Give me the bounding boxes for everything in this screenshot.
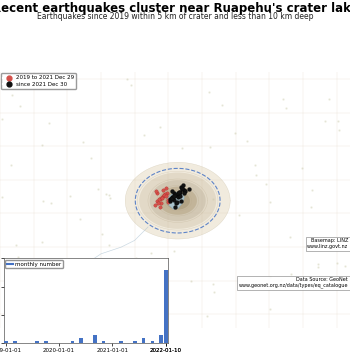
Point <box>177 193 182 199</box>
Polygon shape <box>159 187 197 215</box>
Point <box>179 186 184 192</box>
Point <box>164 190 170 195</box>
Bar <box>35 341 39 343</box>
Point <box>180 185 185 191</box>
Point <box>181 187 187 193</box>
Point <box>166 197 171 203</box>
Point <box>182 188 188 193</box>
Legend: 2019 to 2021 Dec 29, since 2021 Dec 30: 2019 to 2021 Dec 29, since 2021 Dec 30 <box>1 73 76 89</box>
Point <box>175 190 181 195</box>
Bar <box>102 341 105 343</box>
Point <box>174 199 180 205</box>
Point <box>178 184 184 189</box>
Point <box>168 196 174 202</box>
Bar <box>93 335 97 343</box>
Legend: monthly number: monthly number <box>5 260 63 268</box>
Point <box>186 187 192 192</box>
Point <box>177 189 183 195</box>
Text: Data Source: GeoNet
www.geonet.org.nz/data/types/eq_catalogue: Data Source: GeoNet www.geonet.org.nz/da… <box>239 277 348 288</box>
Point <box>172 193 178 198</box>
Point <box>159 195 164 201</box>
Point <box>163 185 169 191</box>
Point <box>176 191 182 197</box>
Bar <box>79 338 83 343</box>
Polygon shape <box>139 172 216 229</box>
Point <box>153 202 158 208</box>
Point <box>176 189 182 195</box>
Point <box>171 190 176 195</box>
Text: Recent earthquakes cluster near Ruapehu's crater lake: Recent earthquakes cluster near Ruapehu'… <box>0 2 350 15</box>
Point <box>167 199 173 204</box>
Bar <box>44 341 48 343</box>
Point <box>163 193 168 199</box>
Point <box>158 204 163 210</box>
Polygon shape <box>125 162 230 239</box>
Point <box>180 182 186 188</box>
Point <box>161 193 166 198</box>
Polygon shape <box>150 180 206 221</box>
Bar <box>133 341 136 343</box>
Point <box>178 198 184 204</box>
Point <box>157 196 162 202</box>
Bar <box>119 341 123 343</box>
Point <box>154 190 160 195</box>
Point <box>171 193 176 199</box>
Point <box>158 201 164 206</box>
Point <box>155 198 160 204</box>
Point <box>161 192 167 198</box>
Point <box>165 199 170 205</box>
Point <box>169 188 174 194</box>
Bar <box>142 338 146 343</box>
Point <box>172 197 177 203</box>
Bar <box>160 335 163 343</box>
Polygon shape <box>167 192 184 210</box>
Bar <box>164 270 168 343</box>
Point <box>156 196 162 201</box>
Point <box>182 190 187 196</box>
Point <box>168 196 173 201</box>
Point <box>153 188 159 194</box>
Point <box>169 195 175 201</box>
Bar <box>70 341 74 343</box>
Point <box>159 194 165 199</box>
Bar <box>13 341 16 343</box>
Point <box>160 187 166 193</box>
Point <box>170 194 176 200</box>
Point <box>155 200 161 206</box>
Point <box>174 192 179 198</box>
Text: Basemap: LINZ
www.linz.govt.nz: Basemap: LINZ www.linz.govt.nz <box>307 238 348 249</box>
Point <box>172 204 178 210</box>
Point <box>173 201 178 206</box>
Bar <box>150 341 154 343</box>
Point <box>169 194 175 199</box>
Point <box>162 191 168 197</box>
Point <box>176 194 181 200</box>
Text: Earthquakes since 2019 within 5 km of crater and less than 10 km deep: Earthquakes since 2019 within 5 km of cr… <box>37 12 313 21</box>
Polygon shape <box>166 192 190 210</box>
Bar <box>4 341 8 343</box>
